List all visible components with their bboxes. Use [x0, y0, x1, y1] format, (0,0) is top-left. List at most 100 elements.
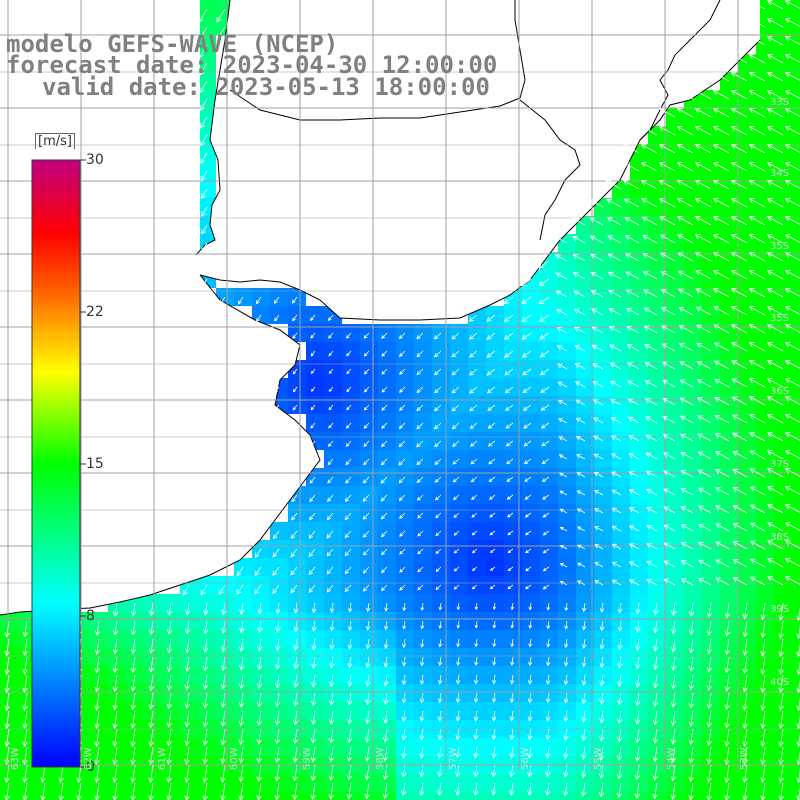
wind-arrow: [628, 471, 640, 478]
wind-arrow: [438, 638, 443, 648]
wind-arrow: [364, 728, 371, 744]
wind-arrow: [521, 332, 532, 340]
wind-arrow: [365, 620, 371, 631]
wind-arrow: [488, 458, 496, 465]
field-cell: [90, 792, 108, 800]
wind-arrow: [697, 577, 712, 586]
wind-arrow: [609, 344, 622, 352]
wind-arrow: [670, 638, 677, 653]
wind-arrow: [290, 584, 298, 594]
wind-arrow: [730, 198, 748, 208]
wind-arrow: [416, 476, 424, 483]
wind-arrow: [256, 782, 262, 800]
wind-arrow: [670, 692, 677, 708]
wind-arrow: [257, 620, 263, 634]
wind-arrow: [184, 620, 191, 635]
wind-arrow: [238, 692, 245, 708]
wind-arrow: [434, 368, 442, 376]
wind-arrow: [399, 404, 406, 411]
wind-arrow: [4, 746, 10, 766]
wind-arrow: [525, 566, 532, 572]
wind-arrow: [749, 522, 766, 532]
wind-arrow: [380, 494, 388, 502]
wind-arrow: [784, 288, 800, 297]
wind-arrow: [748, 306, 766, 316]
wind-arrow: [327, 476, 334, 484]
wind-arrow: [766, 504, 784, 514]
wind-arrow: [760, 782, 766, 800]
wind-arrow: [200, 188, 208, 200]
wind-arrow: [645, 489, 658, 496]
wind-arrow: [748, 108, 766, 118]
wind-arrow: [419, 674, 425, 685]
wind-arrow: [112, 746, 118, 766]
wind-arrow: [435, 566, 442, 572]
wind-arrow: [434, 386, 442, 394]
wind-arrow: [575, 417, 586, 424]
wind-arrow: [221, 620, 227, 635]
wind-arrow: [383, 710, 389, 725]
wind-arrow: [730, 126, 748, 136]
wind-arrow: [453, 494, 460, 501]
field-cell: [792, 450, 800, 468]
wind-arrow: [559, 508, 568, 514]
wind-arrow: [345, 476, 352, 484]
lon-label-55w: 55W: [593, 747, 604, 770]
wind-arrow: [471, 530, 478, 536]
wind-arrow: [760, 638, 766, 657]
wind-arrow: [695, 324, 712, 334]
wind-arrow: [542, 530, 550, 536]
wind-arrow: [557, 363, 568, 370]
wind-arrow: [706, 620, 713, 637]
wind-arrow: [4, 692, 10, 712]
wind-arrow: [778, 764, 784, 784]
wind-arrow: [742, 764, 748, 784]
wind-arrow: [607, 253, 622, 262]
wind-arrow: [433, 422, 442, 430]
wind-arrow: [182, 584, 190, 596]
wind-arrow: [362, 494, 370, 502]
wind-arrow: [437, 728, 443, 741]
wind-arrow: [713, 324, 730, 334]
wind-arrow: [328, 404, 334, 411]
wind-arrow: [634, 764, 641, 781]
wind-arrow: [695, 288, 712, 298]
wind-arrow: [591, 344, 604, 352]
wind-arrow: [503, 314, 514, 322]
wind-arrow: [166, 746, 172, 766]
wind-arrow: [541, 440, 550, 447]
wind-arrow: [469, 386, 478, 394]
wind-arrow: [644, 380, 658, 388]
wind-arrow: [291, 494, 298, 503]
wind-arrow: [275, 656, 281, 670]
wind-arrow: [256, 728, 263, 745]
wind-arrow: [760, 710, 766, 730]
wind-arrow: [201, 278, 208, 288]
wind-arrow: [345, 440, 352, 447]
wind-arrow: [380, 476, 388, 484]
wind-arrow: [724, 746, 730, 766]
wind-arrow: [610, 453, 622, 460]
wind-arrow: [328, 782, 334, 800]
wind-arrow: [697, 541, 712, 550]
wind-arrow: [166, 674, 173, 691]
wind-arrow: [760, 728, 766, 748]
wind-arrow: [363, 386, 370, 393]
wind-arrow: [184, 692, 191, 710]
wind-arrow: [697, 469, 712, 478]
wind-arrow: [555, 254, 568, 262]
wind-arrow: [598, 764, 605, 780]
wind-arrow: [714, 397, 730, 406]
wind-arrow: [748, 378, 766, 388]
wind-arrow: [749, 414, 766, 424]
wind-arrow: [363, 332, 370, 339]
wind-arrow: [471, 584, 478, 590]
wind-arrow: [767, 540, 784, 550]
wind-arrow: [706, 692, 713, 710]
wind-arrow: [293, 620, 299, 633]
wind-arrow: [166, 638, 173, 654]
wind-arrow: [220, 674, 227, 690]
wind-arrow: [491, 728, 497, 741]
wind-arrow: [694, 180, 712, 190]
colorbar-tick-22: 22: [86, 304, 104, 320]
